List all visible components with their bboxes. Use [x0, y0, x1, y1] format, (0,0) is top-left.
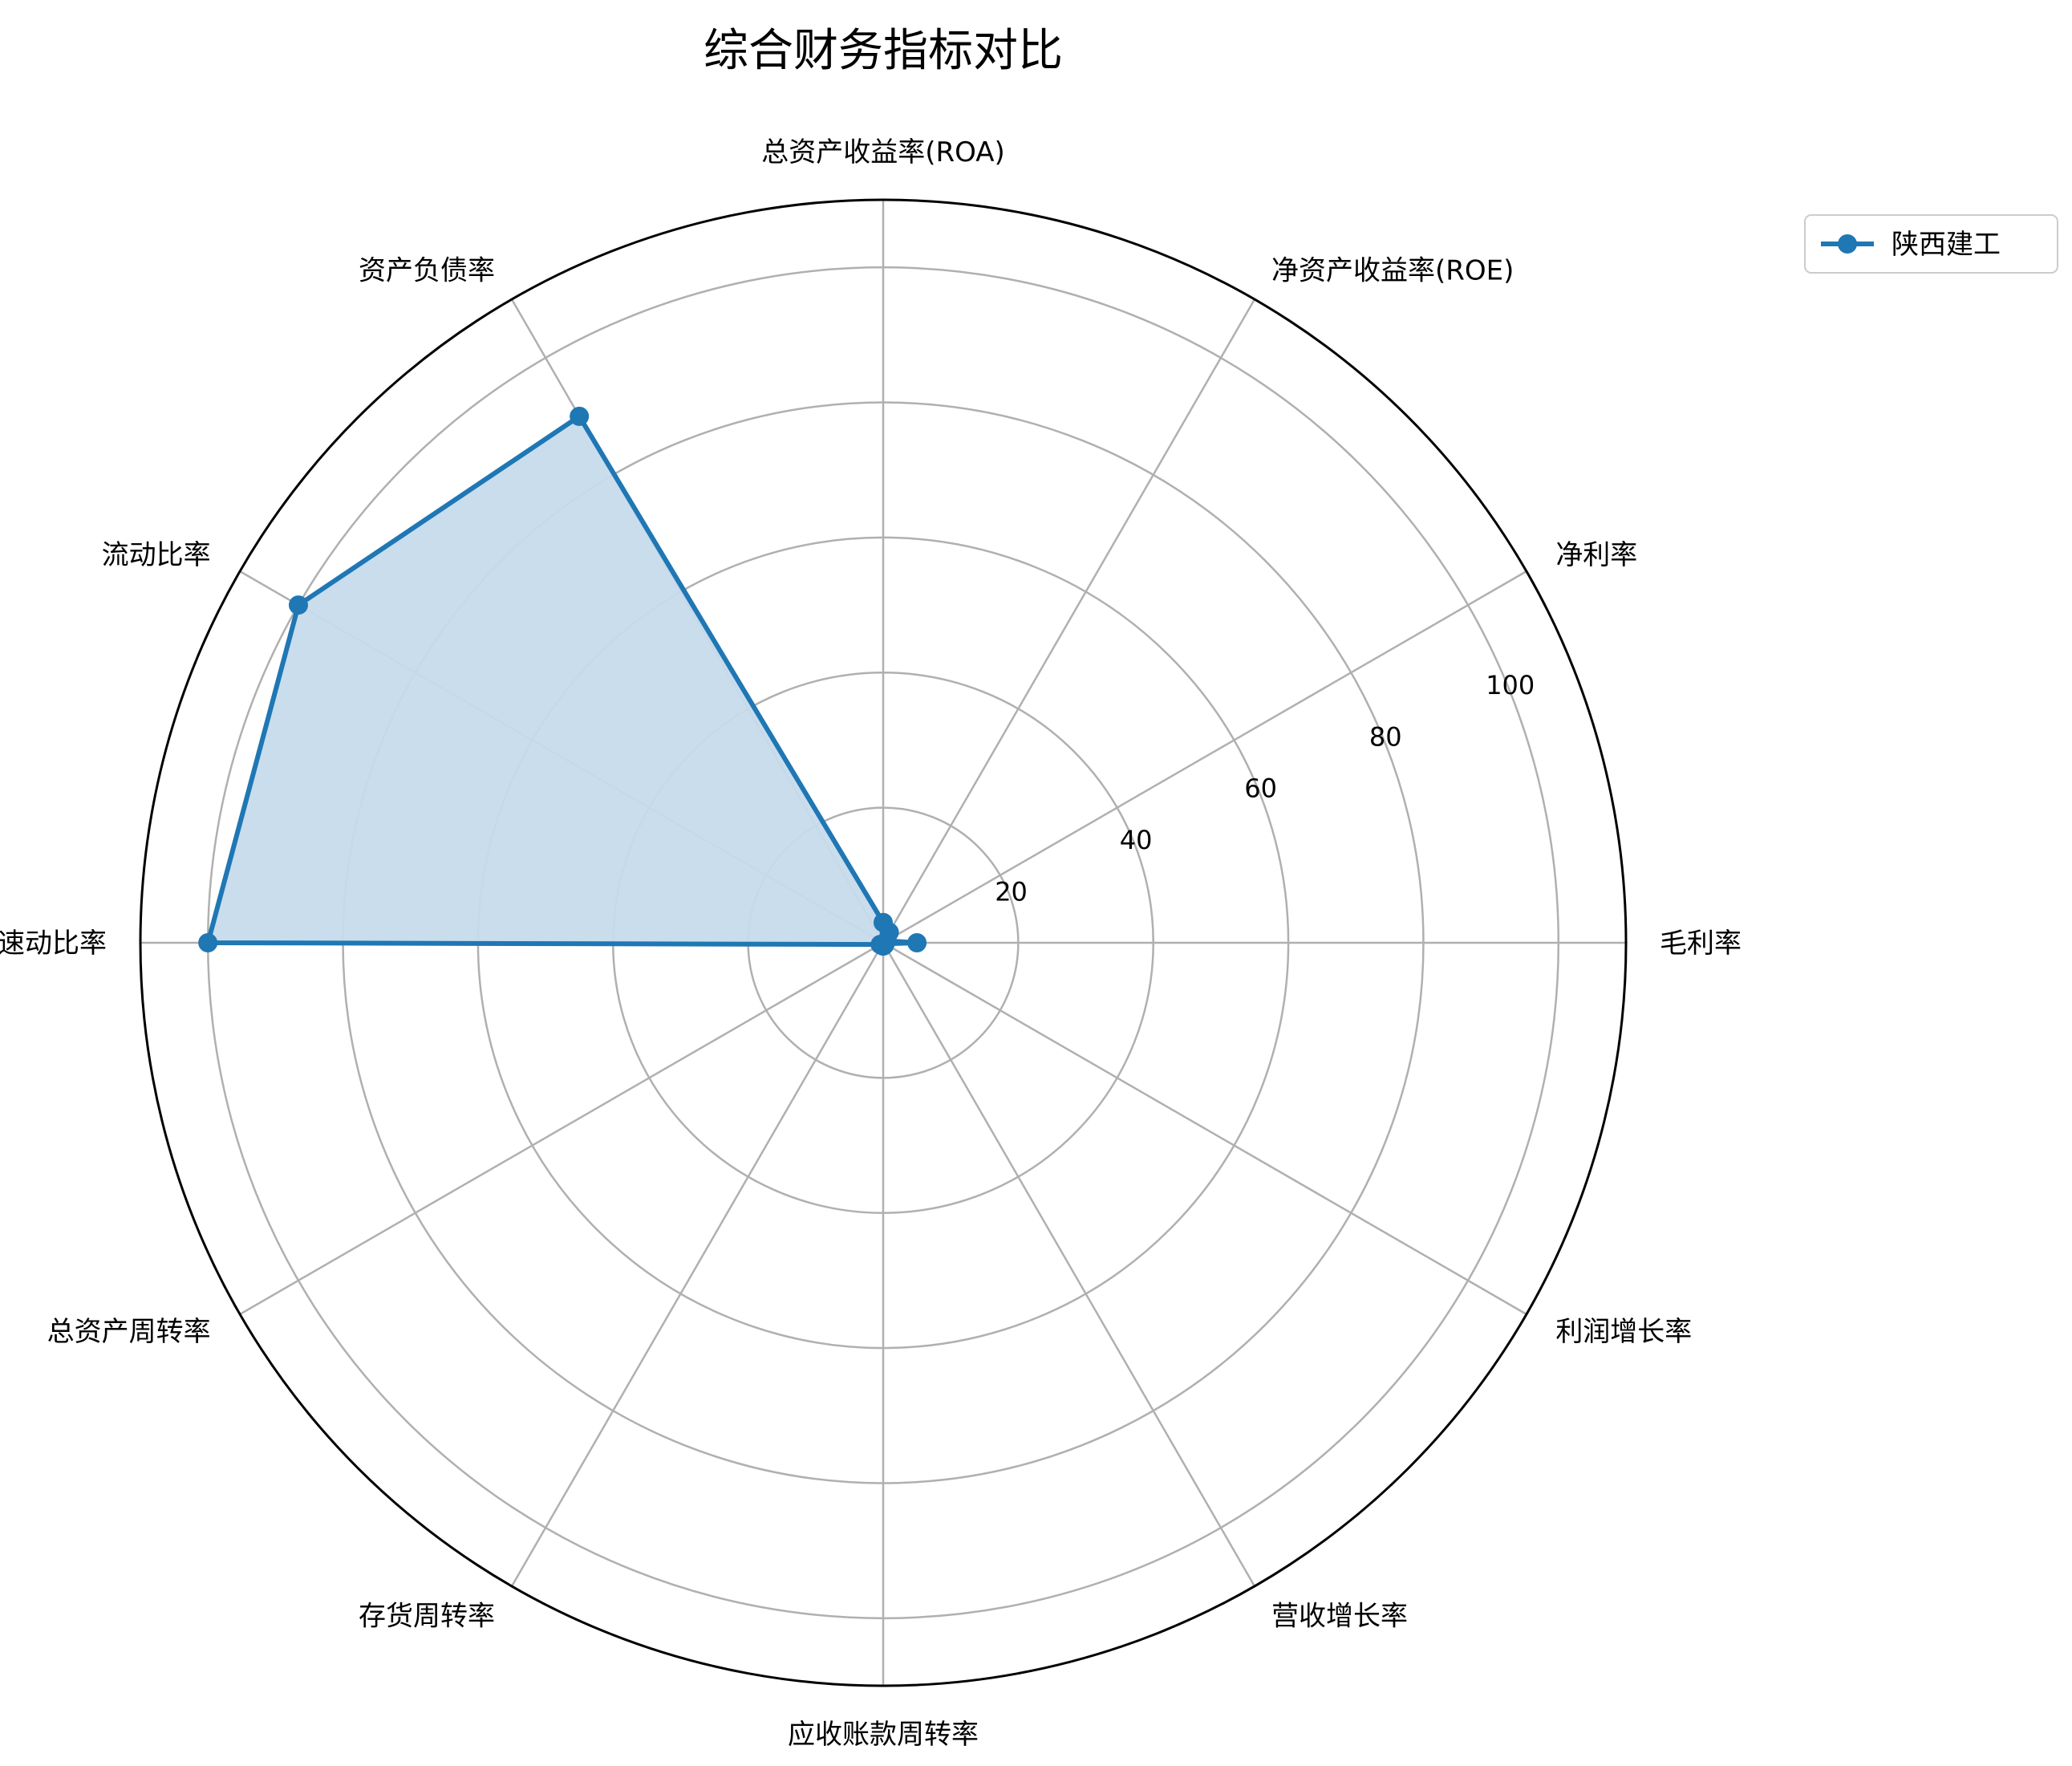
category-label-11: 利润增长率 [1555, 1316, 1692, 1348]
category-label-8: 存货周转率 [359, 1600, 495, 1632]
series-layer [198, 406, 927, 956]
spoke-1 [882, 570, 1527, 944]
spoke-2 [882, 298, 1256, 944]
category-labels: 毛利率 净利率 净资产收益率(ROE) 总资产收益率(ROA) 资产负债率流动比率速动比… [0, 136, 1742, 1751]
outer-frame [139, 198, 1628, 1687]
category-label-5: 流动比率 [102, 539, 211, 571]
data-point-5[interactable] [288, 595, 308, 615]
data-point-0[interactable] [907, 933, 927, 952]
tick-label-60: 60 [1244, 773, 1277, 804]
data-point-11[interactable] [875, 934, 895, 954]
data-point-3[interactable] [874, 912, 893, 932]
category-label-9: 应收账款周转率 [788, 1719, 979, 1751]
radial-tick-labels: 20 40 60 80 100 [995, 670, 1535, 907]
spoke-11 [882, 941, 1527, 1316]
chart-title: 综合财务指标对比 [704, 25, 1063, 77]
legend[interactable]: 陕西建工 [1804, 214, 2058, 274]
data-point-4[interactable] [570, 406, 590, 426]
tick-label-80: 80 [1369, 721, 1402, 752]
category-label-7: 总资产周转率 [47, 1316, 211, 1348]
category-label-2: 净资产收益率(ROE) [1271, 255, 1514, 287]
category-label-3: 总资产收益率(ROA) [761, 136, 1005, 168]
tick-label-20: 20 [995, 877, 1028, 907]
tick-label-100: 100 [1486, 670, 1535, 700]
category-label-1: 净利率 [1555, 539, 1637, 571]
legend-marker [1838, 234, 1857, 254]
legend-label: 陕西建工 [1892, 229, 2001, 261]
category-label-6: 速动比率 [0, 928, 107, 960]
category-label-10: 营收增长率 [1271, 1600, 1408, 1632]
legend-frame [1804, 214, 2058, 274]
series-area [208, 416, 918, 947]
spoke-8 [510, 942, 885, 1587]
category-label-0: 毛利率 [1660, 928, 1742, 960]
data-point-6[interactable] [198, 933, 218, 952]
category-label-4: 资产负债率 [359, 255, 495, 287]
spoke-7 [239, 941, 884, 1316]
spoke-10 [882, 942, 1256, 1587]
tick-label-40: 40 [1120, 825, 1153, 855]
